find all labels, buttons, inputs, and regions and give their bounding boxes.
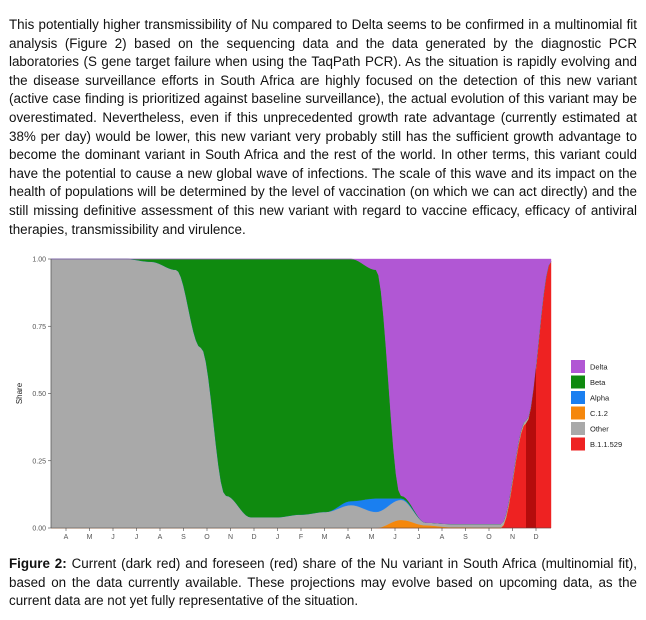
x-tick-label: M xyxy=(322,534,328,541)
x-tick-label: F xyxy=(299,534,303,541)
y-tick-label: 0.25 xyxy=(32,458,46,465)
caption-text: Current (dark red) and foreseen (red) sh… xyxy=(9,556,637,609)
x-tick-label: D xyxy=(251,534,256,541)
y-tick-label: 0.00 xyxy=(32,526,46,533)
legend-swatch-b-1-1-529 xyxy=(571,437,585,451)
legend-label: C.1.2 xyxy=(590,409,608,418)
legend-swatch-c-1-2 xyxy=(571,406,585,420)
x-tick-label: O xyxy=(204,534,210,541)
legend-label: Alpha xyxy=(590,394,610,403)
y-axis-title: Share xyxy=(15,382,24,404)
area-delta xyxy=(51,258,552,525)
x-tick-label: J xyxy=(135,534,139,541)
x-tick-label: O xyxy=(486,534,492,541)
x-tick-label: S xyxy=(463,534,468,541)
legend-swatch-beta xyxy=(571,375,585,389)
x-tick-label: J xyxy=(276,534,280,541)
chart-legend: Delta Beta Alpha C.1.2 Other B.1.1.529 xyxy=(571,360,622,451)
x-tick-label: A xyxy=(440,534,445,541)
chart-axes: 0.00 0.25 0.50 0.75 1.00 A M J J A S O N D J F M A M J J A S O N… xyxy=(15,257,551,541)
legend-swatch-other xyxy=(571,422,585,435)
figure-2-chart: 0.00 0.25 0.50 0.75 1.00 A M J J A S O N D J F M A M J J A S O N… xyxy=(15,257,622,542)
area-b-1-1-529-current xyxy=(526,367,536,528)
legend-label: Delta xyxy=(590,363,608,372)
x-tick-label: J xyxy=(393,534,397,541)
y-tick-label: 0.75 xyxy=(32,324,46,331)
figure-caption: Figure 2: Current (dark red) and foresee… xyxy=(9,555,637,611)
legend-swatch-delta xyxy=(571,360,585,373)
x-tick-label: N xyxy=(510,534,515,541)
x-tick-label: M xyxy=(87,534,93,541)
x-tick-label: M xyxy=(369,534,375,541)
x-tick-label: N xyxy=(228,534,233,541)
x-tick-label: J xyxy=(111,534,115,541)
stacked-area-layers xyxy=(50,258,552,529)
body-paragraph: This potentially higher transmissibility… xyxy=(9,17,637,237)
y-tick-label: 1.00 xyxy=(32,257,46,264)
x-tick-label: A xyxy=(158,534,163,541)
legend-label: Beta xyxy=(590,378,606,387)
legend-label: Other xyxy=(590,425,609,434)
x-tick-label: D xyxy=(533,534,538,541)
caption-label: Figure 2: xyxy=(9,556,67,571)
legend-label: B.1.1.529 xyxy=(590,440,622,449)
x-tick-label: J xyxy=(417,534,421,541)
y-tick-label: 0.50 xyxy=(32,391,46,398)
x-tick-label: A xyxy=(64,534,69,541)
legend-swatch-alpha xyxy=(571,391,585,404)
x-tick-label: A xyxy=(346,534,351,541)
x-tick-label: S xyxy=(181,534,186,541)
